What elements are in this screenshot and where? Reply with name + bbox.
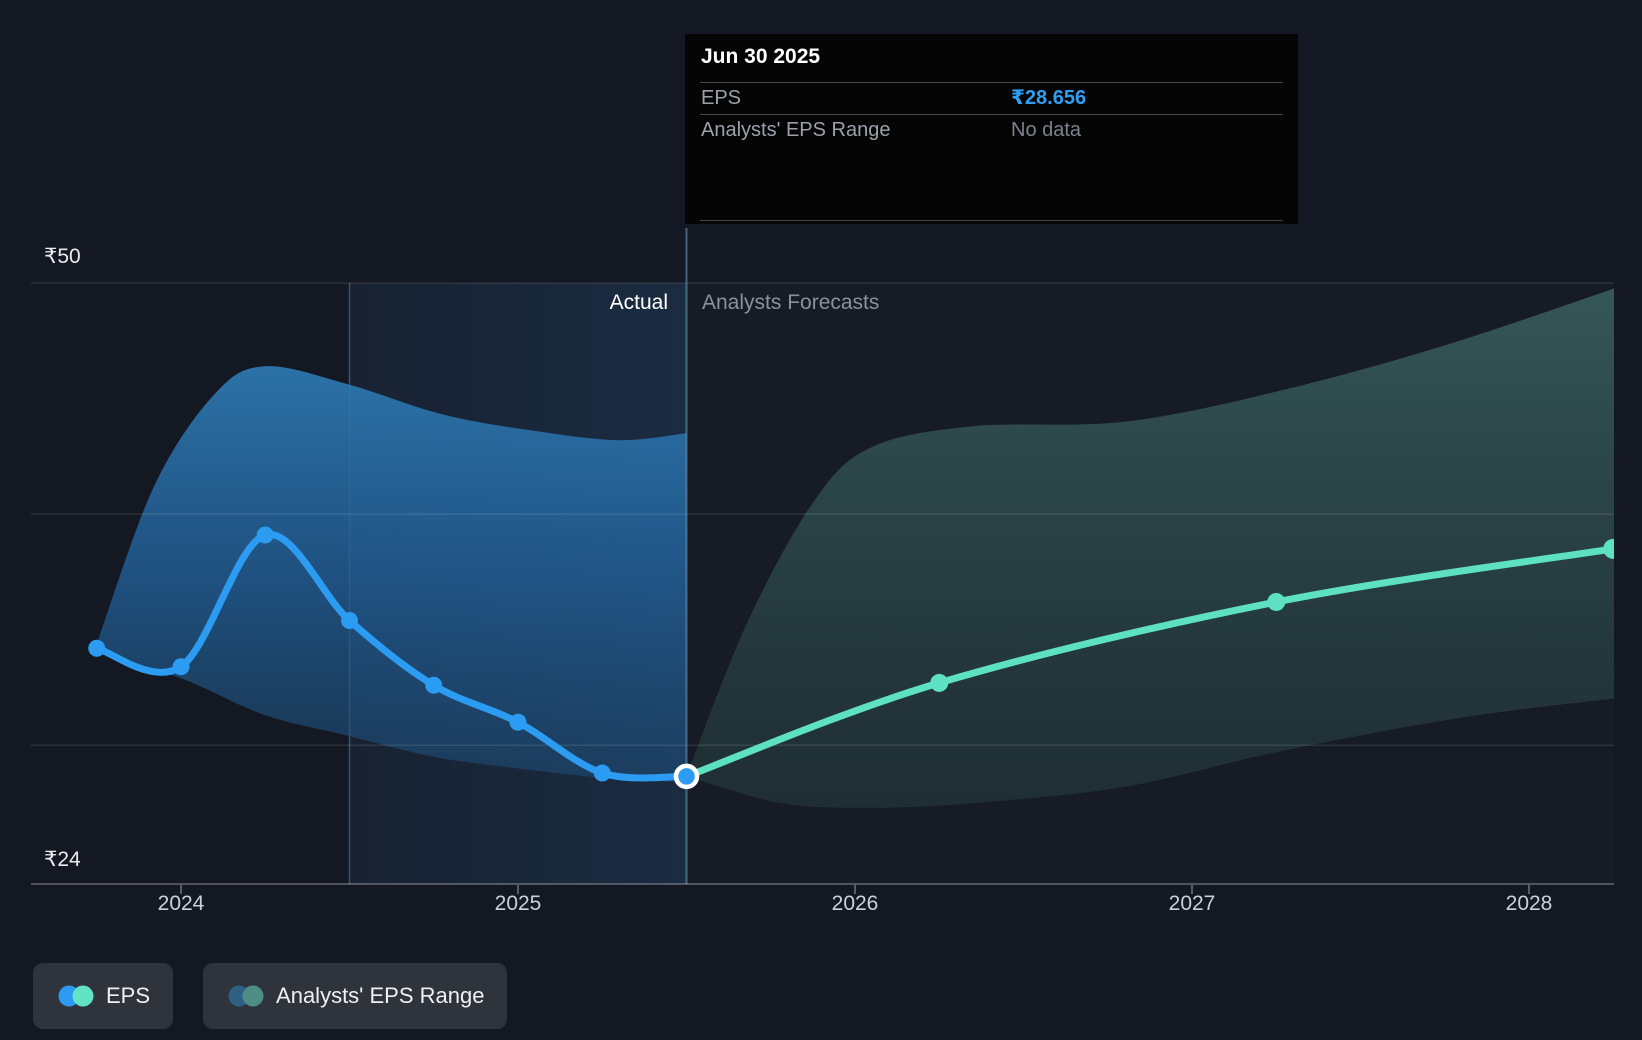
eps-actual-line bbox=[93, 531, 690, 782]
x-axis-labels: 2024 2025 2026 2027 2028 bbox=[0, 892, 1642, 922]
forecast-point-marker bbox=[930, 673, 949, 692]
actual-point-marker bbox=[88, 639, 106, 657]
legend-item-analysts-eps-range[interactable]: Analysts' EPS Range bbox=[203, 963, 508, 1029]
tooltip-range-label: Analysts' EPS Range bbox=[701, 119, 891, 141]
x-axis-label-2027: 2027 bbox=[1168, 892, 1216, 915]
analysts-range-series-icon bbox=[226, 983, 266, 1009]
tooltip: Jun 30 2025 EPS ₹28.656 Analysts' EPS Ra… bbox=[685, 34, 1298, 224]
y-axis-label-bottom: ₹24 bbox=[44, 848, 81, 871]
tooltip-range-value: No data bbox=[1011, 119, 1082, 141]
tooltip-divider bbox=[700, 220, 1283, 221]
x-axis-label-2025: 2025 bbox=[494, 892, 542, 915]
legend-range-label: Analysts' EPS Range bbox=[276, 983, 485, 1008]
forecast-point-marker bbox=[1603, 538, 1614, 559]
tooltip-divider bbox=[700, 82, 1283, 83]
past-range-band bbox=[96, 366, 687, 783]
actual-point-marker bbox=[593, 764, 611, 782]
x-axis-label-2024: 2024 bbox=[157, 892, 205, 915]
actual-point-marker bbox=[425, 676, 443, 694]
actual-phase-label: Actual bbox=[609, 291, 668, 314]
tooltip-range-row: Analysts' EPS Range No data bbox=[701, 115, 1282, 146]
forecast-point-marker bbox=[1267, 592, 1286, 611]
forecast-range-band bbox=[686, 288, 1614, 808]
tooltip-eps-value: ₹28.656 bbox=[1011, 87, 1087, 109]
eps-forecast-line bbox=[683, 545, 1614, 780]
x-axis-label-2028: 2028 bbox=[1505, 892, 1553, 915]
tooltip-eps-row: EPS ₹28.656 bbox=[701, 83, 1282, 114]
legend: EPS Analysts' EPS Range bbox=[33, 963, 508, 1029]
tooltip-date: Jun 30 2025 bbox=[701, 45, 821, 68]
actual-point-marker bbox=[341, 611, 358, 629]
forecast-phase-label: Analysts Forecasts bbox=[702, 291, 880, 314]
legend-eps-label: EPS bbox=[106, 983, 151, 1008]
x-axis-label-2026: 2026 bbox=[831, 892, 879, 915]
actual-point-marker bbox=[256, 526, 274, 544]
eps-series-icon bbox=[56, 983, 96, 1009]
legend-item-eps[interactable]: EPS bbox=[33, 963, 174, 1029]
plot-area bbox=[31, 228, 1614, 884]
actual-point-marker bbox=[509, 713, 527, 731]
tooltip-divider bbox=[700, 114, 1283, 115]
y-axis-label-top: ₹50 bbox=[44, 245, 81, 268]
tooltip-eps-label: EPS bbox=[701, 87, 742, 109]
current-point-marker bbox=[673, 763, 700, 790]
actual-point-marker bbox=[172, 658, 190, 676]
